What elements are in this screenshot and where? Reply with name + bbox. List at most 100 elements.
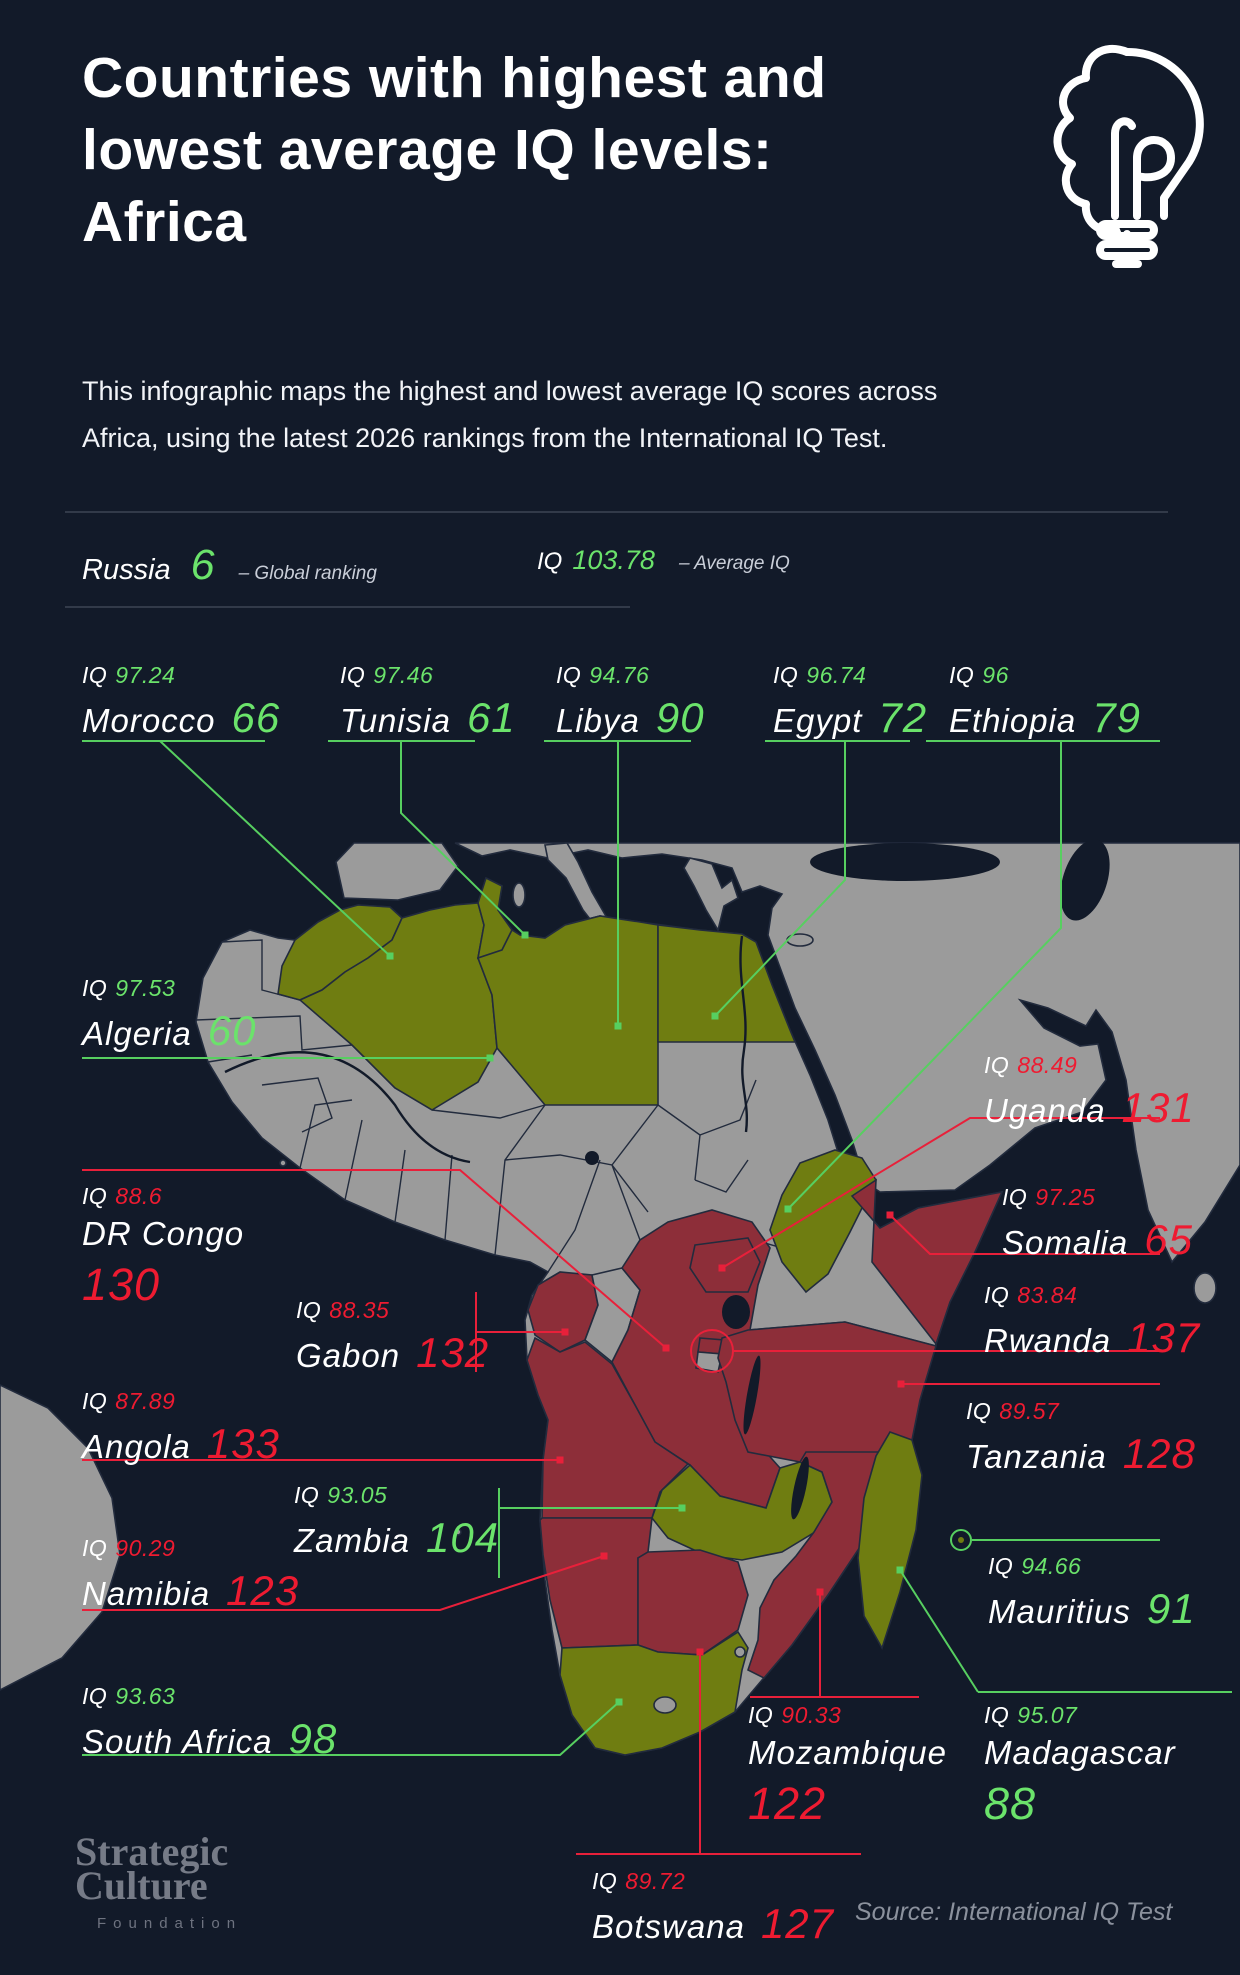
iq-value: 97.24 <box>115 662 176 688</box>
name-line: DR Congo <box>82 1215 244 1253</box>
lake-chad <box>585 1151 599 1165</box>
global-rank: 127 <box>760 1900 835 1947</box>
country-label-namibia: IQ 90.29 Namibia 123 <box>82 1535 299 1615</box>
country-label-madagascar: IQ 95.07 Madagascar 88 <box>984 1702 1176 1830</box>
global-rank: 130 <box>82 1259 161 1310</box>
country-label-mauritius: IQ 94.66 Mauritius 91 <box>988 1553 1196 1633</box>
name-line: Somalia 65 <box>1002 1216 1193 1264</box>
nile-river <box>739 935 748 1133</box>
country-name: Morocco <box>82 702 216 739</box>
country-name: DR Congo <box>82 1215 245 1252</box>
country-name: Mauritius <box>988 1593 1131 1630</box>
iq-line: IQ 97.25 <box>1002 1184 1193 1211</box>
country-madagascar <box>857 1431 923 1650</box>
name-line: Namibia 123 <box>82 1567 299 1615</box>
name-line: Gabon 132 <box>296 1329 489 1377</box>
global-rank: 88 <box>984 1778 1037 1829</box>
global-rank: 123 <box>226 1567 300 1614</box>
iq-value: 90.29 <box>115 1535 176 1561</box>
legend-iq-sample: IQ 103.78 – Average IQ <box>537 545 790 576</box>
iq-line: IQ 93.05 <box>294 1482 499 1509</box>
country-label-gabon: IQ 88.35 Gabon 132 <box>296 1297 489 1377</box>
iq-prefix: IQ <box>949 662 975 688</box>
name-line: Libya 90 <box>556 694 705 742</box>
country-name: South Africa <box>82 1723 273 1760</box>
iq-prefix: IQ <box>340 662 366 688</box>
country-label-tanzania: IQ 89.57 Tanzania 128 <box>966 1398 1196 1478</box>
country-name: Egypt <box>773 702 863 739</box>
iq-value: 89.72 <box>625 1868 686 1894</box>
legend-rank-caption: – Global ranking <box>238 563 377 584</box>
global-rank: 79 <box>1092 694 1141 741</box>
country-name: Botswana <box>592 1908 745 1945</box>
iq-prefix: IQ <box>966 1398 992 1424</box>
divider-lines <box>65 511 1168 608</box>
iq-prefix: IQ <box>82 662 108 688</box>
south-america-landmass <box>0 1384 121 1691</box>
country-label-libya: IQ 94.76 Libya 90 <box>556 662 705 742</box>
iq-value: 94.76 <box>589 662 650 688</box>
iq-value: 87.89 <box>115 1388 176 1414</box>
country-name: Tunisia <box>340 702 451 739</box>
global-rank: 91 <box>1146 1585 1196 1632</box>
country-eswatini <box>734 1646 746 1658</box>
iq-prefix: IQ <box>296 1297 322 1323</box>
lake-malawi <box>791 1456 809 1520</box>
legend-rank-value: 6 <box>190 541 215 589</box>
iq-line: IQ 97.24 <box>82 662 280 689</box>
iq-line: IQ 97.46 <box>340 662 516 689</box>
iq-prefix: IQ <box>556 662 582 688</box>
rwanda-circle-marker <box>690 1329 734 1373</box>
name-line: South Africa 98 <box>82 1715 337 1763</box>
country-egypt <box>657 924 797 1043</box>
country-label-algeria: IQ 97.53 Algeria 60 <box>82 975 256 1055</box>
sri-lanka-island <box>1193 1272 1217 1304</box>
iq-prefix: IQ <box>82 1388 108 1414</box>
island-dot <box>454 1528 462 1536</box>
name-line: Tanzania 128 <box>966 1430 1196 1478</box>
legend-ranking-sample: Russia 6 – Global ranking <box>82 541 377 590</box>
iq-prefix: IQ <box>82 1535 108 1561</box>
iq-value: 89.57 <box>999 1398 1060 1424</box>
greece-landmass <box>683 857 739 933</box>
iq-line: IQ 88.49 <box>984 1052 1195 1079</box>
lake-tanganyika <box>743 1355 761 1435</box>
iq-value: 93.05 <box>327 1482 388 1508</box>
legend-iq-caption: – Average IQ <box>678 553 790 574</box>
global-rank: 132 <box>416 1329 490 1376</box>
green-leader-lines <box>82 740 1232 1756</box>
lakes-rivers <box>224 935 809 1520</box>
name-line: Mozambique <box>748 1734 947 1772</box>
strategic-culture-logo: Strategic Culture Foundation <box>75 1832 242 1932</box>
iq-value: 97.46 <box>373 662 434 688</box>
global-rank: 122 <box>748 1778 827 1829</box>
global-rank: 133 <box>206 1420 280 1467</box>
country-label-ethiopia: IQ 96 Ethiopia 79 <box>949 662 1141 742</box>
iq-line: IQ 93.63 <box>82 1683 337 1710</box>
iq-value: 88.35 <box>329 1297 390 1323</box>
legend-iq-label: IQ <box>537 548 563 575</box>
country-name: Namibia <box>82 1575 211 1612</box>
country-name: Madagascar <box>984 1734 1176 1771</box>
iq-prefix: IQ <box>294 1482 320 1508</box>
iq-prefix: IQ <box>1002 1184 1028 1210</box>
country-name: Libya <box>556 702 640 739</box>
brain-lightbulb-icon <box>1053 44 1204 268</box>
country-namibia <box>539 1517 653 1649</box>
page-title: Countries with highest and lowest averag… <box>82 46 827 254</box>
global-rank: 137 <box>1127 1314 1201 1361</box>
iq-line: IQ 97.53 <box>82 975 256 1002</box>
country-label-zambia: IQ 93.05 Zambia 104 <box>294 1482 499 1562</box>
global-rank: 72 <box>878 694 928 741</box>
iq-line: IQ 83.84 <box>984 1282 1200 1309</box>
iq-line: IQ 94.66 <box>988 1553 1196 1580</box>
country-label-botswana: IQ 89.72 Botswana 127 <box>592 1868 834 1948</box>
iq-line: IQ 90.29 <box>82 1535 299 1562</box>
iq-prefix: IQ <box>984 1702 1010 1728</box>
iq-prefix: IQ <box>82 975 108 1001</box>
iq-line: IQ 89.72 <box>592 1868 834 1895</box>
name-line: Mauritius 91 <box>988 1585 1196 1633</box>
country-name: Uganda <box>984 1092 1106 1129</box>
